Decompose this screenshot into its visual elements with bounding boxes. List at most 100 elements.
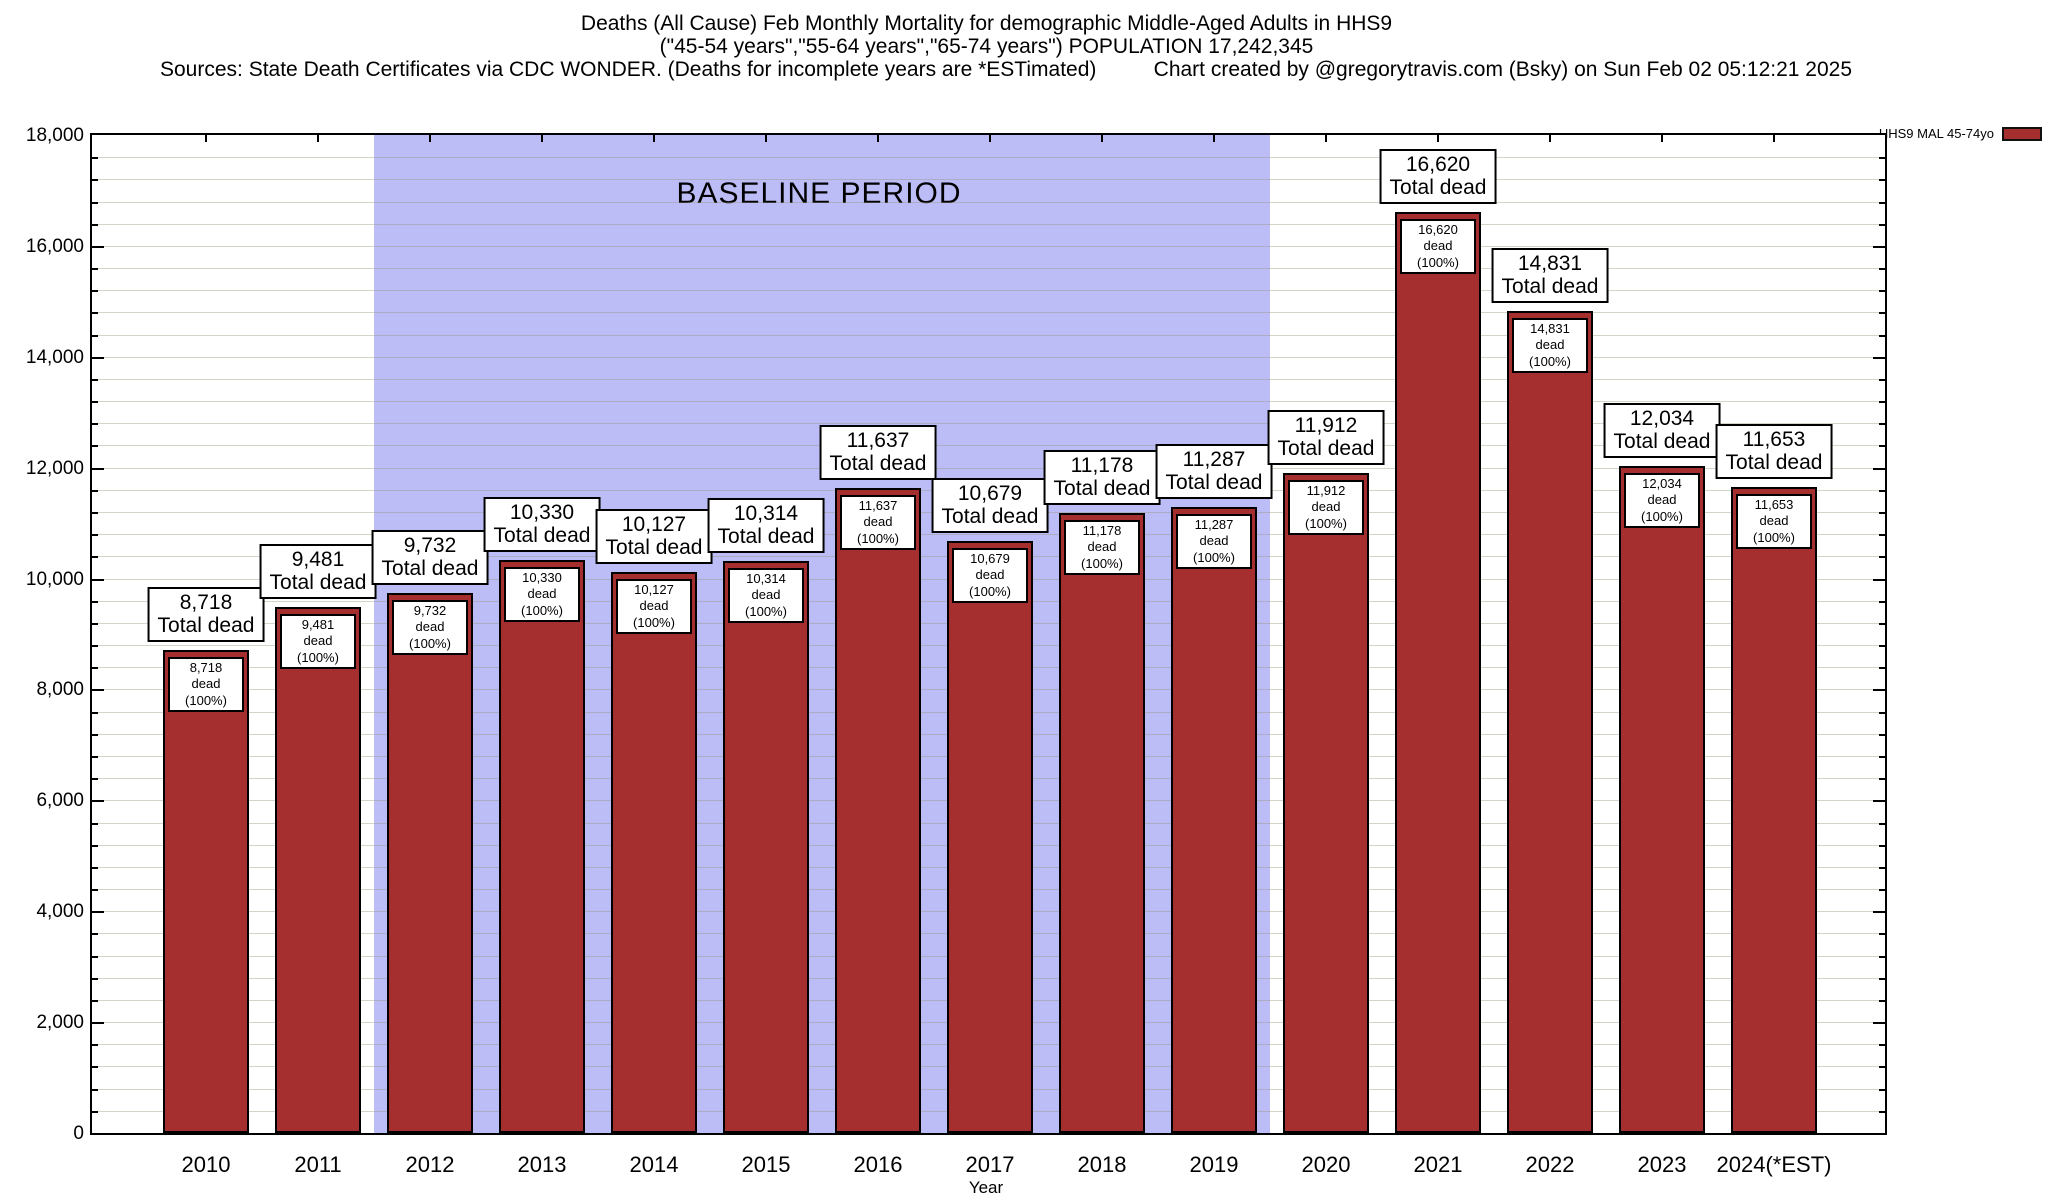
y-tick — [92, 290, 98, 293]
bar-total-label: 10,127 Total dead — [595, 508, 713, 564]
y-tick — [92, 600, 98, 603]
x-tick-label: 2011 — [294, 1152, 342, 1177]
y-tick — [92, 578, 104, 581]
y-tick — [92, 201, 98, 204]
bar-total-caption: Total dead — [605, 535, 703, 559]
x-tick-label: 2017 — [965, 1152, 1015, 1177]
legend: HHS9 MAL 45-74yo — [1879, 126, 2042, 141]
bar-total-caption: Total dead — [157, 613, 255, 637]
y-tick — [92, 157, 98, 160]
x-tick-label: 2014 — [629, 1152, 679, 1177]
y-tick-label: 0 — [73, 1123, 84, 1144]
bar-inside-caption: dead (100%) — [1305, 499, 1347, 531]
y-tick-label: 16,000 — [25, 235, 84, 257]
y-tick — [1879, 844, 1885, 847]
gridline — [92, 179, 1885, 181]
x-tick — [205, 135, 207, 142]
y-tick-label: 2,000 — [36, 1012, 84, 1034]
y-tick — [1879, 401, 1885, 404]
bar-inside-label: 10,314 dead (100%) — [728, 568, 804, 623]
bar-2019: 11,287 dead (100%) — [1171, 507, 1257, 1133]
bar-inside-caption: dead (100%) — [745, 587, 787, 619]
bar-total-label: 8,718 Total dead — [147, 586, 265, 642]
x-tick — [1101, 135, 1103, 142]
bar-inside-caption: dead (100%) — [1081, 539, 1123, 571]
y-tick — [1879, 645, 1885, 648]
y-tick — [1879, 534, 1885, 537]
y-tick — [1879, 822, 1885, 825]
gridline — [92, 534, 1885, 536]
gridline — [92, 334, 1885, 336]
x-tick — [429, 135, 431, 142]
bar-inside-caption: dead (100%) — [1193, 533, 1235, 565]
bar-inside-caption: dead (100%) — [1641, 492, 1683, 524]
y-tick — [92, 866, 98, 869]
bar-inside-value: 9,732 — [413, 603, 447, 618]
y-tick — [92, 245, 104, 248]
y-tick — [92, 844, 98, 847]
bar-inside-label: 8,718 dead (100%) — [168, 657, 244, 712]
y-tick — [1879, 556, 1885, 559]
y-tick — [1879, 1044, 1885, 1047]
y-tick — [1879, 889, 1885, 892]
x-tick — [877, 135, 879, 142]
x-tick-label: 2024(*EST) — [1716, 1152, 1832, 1177]
bar-total-value: 14,831 — [1517, 251, 1583, 275]
bar-inside-label: 11,178 dead (100%) — [1064, 520, 1140, 575]
y-tick — [1873, 578, 1885, 581]
bar-2011: 9,481 dead (100%) — [275, 607, 361, 1133]
bar-total-caption: Total dead — [1389, 175, 1487, 199]
bar-inside-label: 14,831 dead (100%) — [1512, 318, 1588, 373]
y-tick — [1879, 866, 1885, 869]
bar-inside-value: 11,912 — [1306, 483, 1346, 498]
bar-inside-caption: dead (100%) — [521, 586, 563, 618]
x-axis-title: Year — [968, 1178, 1004, 1197]
bar-2015: 10,314 dead (100%) — [723, 561, 809, 1133]
y-tick — [1879, 334, 1885, 337]
x-tick — [541, 135, 543, 142]
y-tick-label: 6,000 — [36, 790, 84, 812]
bar-inside-value: 10,314 — [746, 571, 786, 586]
bar-inside-caption: dead (100%) — [857, 514, 899, 546]
x-tick — [989, 135, 991, 142]
y-tick — [1879, 1066, 1885, 1069]
y-tick — [92, 312, 98, 315]
y-tick — [92, 423, 98, 426]
bar-total-label: 10,679 Total dead — [931, 477, 1049, 533]
bar-total-label: 9,732 Total dead — [371, 529, 489, 585]
y-tick — [92, 667, 98, 670]
y-tick — [92, 711, 98, 714]
y-tick — [92, 489, 98, 492]
bar-total-label: 11,637 Total dead — [819, 424, 937, 480]
y-tick — [92, 1110, 98, 1113]
y-tick — [1879, 223, 1885, 226]
y-tick — [1873, 689, 1885, 692]
y-tick — [1873, 467, 1885, 470]
bar-2017: 10,679 dead (100%) — [947, 541, 1033, 1133]
x-tick — [765, 135, 767, 142]
bar-inside-label: 12,034 dead (100%) — [1624, 473, 1700, 528]
bar-inside-caption: dead (100%) — [185, 676, 227, 708]
y-tick — [92, 933, 98, 936]
y-tick — [1879, 600, 1885, 603]
bar-total-caption: Total dead — [269, 570, 367, 594]
y-tick — [92, 378, 98, 381]
y-tick — [1879, 733, 1885, 736]
bar-2016: 11,637 dead (100%) — [835, 488, 921, 1133]
y-tick — [1879, 1088, 1885, 1091]
bar-total-caption: Total dead — [1277, 436, 1375, 460]
bar-total-value: 12,034 — [1629, 406, 1695, 430]
bar-total-value: 10,127 — [621, 512, 687, 536]
y-tick — [92, 977, 98, 980]
bar-inside-label: 9,481 dead (100%) — [280, 614, 356, 669]
x-tick — [1437, 135, 1439, 142]
x-tick-label: 2013 — [517, 1152, 567, 1177]
gridline — [92, 467, 1885, 469]
bar-inside-label: 11,287 dead (100%) — [1176, 514, 1252, 569]
y-tick — [92, 999, 98, 1002]
bar-total-value: 8,718 — [179, 590, 233, 614]
bar-2014: 10,127 dead (100%) — [611, 572, 697, 1133]
x-tick-label: 2018 — [1077, 1152, 1127, 1177]
bar-total-value: 16,620 — [1405, 152, 1471, 176]
